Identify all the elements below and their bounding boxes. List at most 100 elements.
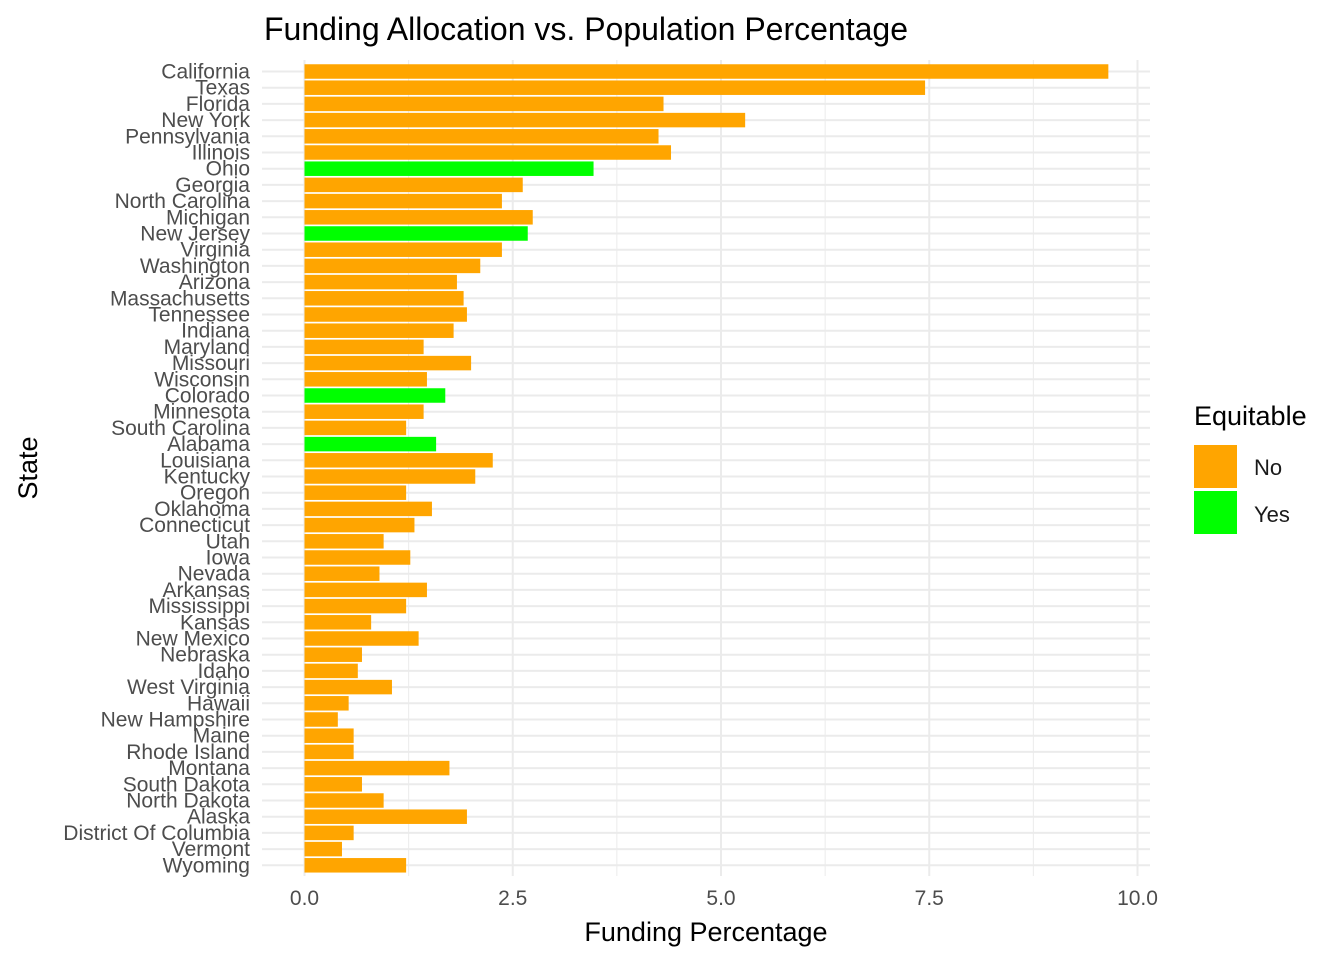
y-tick-label: Mississippi xyxy=(148,595,250,618)
bar xyxy=(304,161,594,176)
legend-label-no: No xyxy=(1254,455,1282,480)
y-tick-label: Rhode Island xyxy=(126,741,250,764)
y-tick-label: Missouri xyxy=(172,352,250,375)
x-tick-label: 10.0 xyxy=(1117,887,1158,910)
y-tick-label: Illinois xyxy=(192,142,250,165)
bar xyxy=(304,696,349,711)
bar xyxy=(304,550,411,565)
y-tick-label: Arkansas xyxy=(162,579,250,602)
bar xyxy=(304,631,419,646)
bar xyxy=(304,226,528,241)
y-tick-label: Montana xyxy=(168,757,250,780)
legend-swatch-yes xyxy=(1194,491,1237,534)
bar xyxy=(304,501,432,517)
bar xyxy=(304,858,407,873)
bar xyxy=(304,453,493,468)
bar xyxy=(304,485,407,500)
y-tick-label: Michigan xyxy=(166,206,250,229)
y-tick-label: Nevada xyxy=(178,563,251,586)
y-tick-label: Pennsylvania xyxy=(125,125,250,148)
bar xyxy=(304,210,533,225)
bar xyxy=(304,825,354,841)
y-axis-title: State xyxy=(13,436,43,499)
bar xyxy=(304,64,1109,79)
bar xyxy=(304,96,664,112)
bar xyxy=(304,307,467,322)
y-tick-label: Alaska xyxy=(187,806,250,829)
y-tick-label: Oklahoma xyxy=(154,498,250,521)
legend: Equitable No Yes xyxy=(1194,401,1307,534)
x-axis-title: Funding Percentage xyxy=(584,917,827,947)
bar xyxy=(304,355,472,371)
bar xyxy=(304,129,659,144)
y-tick-label: Minnesota xyxy=(153,401,250,424)
y-tick-label: New Jersey xyxy=(140,223,250,246)
bar xyxy=(304,291,464,306)
y-tick-label: Arizona xyxy=(179,271,251,294)
bar xyxy=(304,777,362,792)
x-tick-label: 0.0 xyxy=(290,887,319,910)
bar xyxy=(304,744,354,760)
y-tick-label: Utah xyxy=(206,530,250,553)
y-tick-label: District Of Columbia xyxy=(63,822,250,845)
bar xyxy=(304,841,342,857)
bar xyxy=(304,112,746,128)
bar xyxy=(304,809,467,824)
bar xyxy=(304,436,437,452)
y-tick-label: Wyoming xyxy=(163,854,250,877)
bar xyxy=(304,517,415,533)
bar xyxy=(304,404,424,419)
y-tick-label: Louisiana xyxy=(160,449,250,472)
bar xyxy=(304,760,450,776)
y-tick-label: Washington xyxy=(140,255,250,278)
bar xyxy=(304,712,338,727)
legend-title: Equitable xyxy=(1194,401,1307,431)
y-tick-label: South Carolina xyxy=(111,417,250,440)
bar xyxy=(304,469,476,484)
bar xyxy=(304,339,424,355)
bar xyxy=(304,258,481,274)
bar xyxy=(304,193,502,209)
bar xyxy=(304,728,354,743)
bar xyxy=(304,145,672,160)
x-tick-labels: 0.0 2.5 5.0 7.5 10.0 xyxy=(290,887,1158,910)
y-tick-label: Wisconsin xyxy=(154,368,250,391)
bars xyxy=(304,64,1109,873)
y-tick-label: Maine xyxy=(193,725,250,748)
y-tick-label: Hawaii xyxy=(187,692,250,715)
legend-label-yes: Yes xyxy=(1254,502,1290,527)
chart-title: Funding Allocation vs. Population Percen… xyxy=(264,11,908,47)
bar xyxy=(304,647,362,662)
bar xyxy=(304,598,407,614)
y-tick-label: Connecticut xyxy=(139,514,250,537)
bar xyxy=(304,242,502,257)
y-tick-label: Maryland xyxy=(164,336,250,359)
x-tick-label: 7.5 xyxy=(915,887,944,910)
y-tick-label: Idaho xyxy=(197,660,250,683)
y-tick-label: Indiana xyxy=(181,320,250,343)
bar xyxy=(304,177,523,193)
bar xyxy=(304,566,380,581)
y-tick-label: Colorado xyxy=(165,385,250,408)
y-tick-label: New York xyxy=(161,109,250,132)
x-tick-label: 5.0 xyxy=(706,887,735,910)
bar xyxy=(304,420,407,436)
legend-swatch-no xyxy=(1194,445,1237,488)
bar xyxy=(304,793,384,808)
x-tick-label: 2.5 xyxy=(498,887,527,910)
y-tick-label: Virginia xyxy=(180,239,250,262)
bar xyxy=(304,274,457,290)
y-tick-label: Alabama xyxy=(167,433,250,456)
y-tick-label: Ohio xyxy=(206,158,250,181)
y-tick-label: Kansas xyxy=(180,611,250,634)
bar xyxy=(304,615,372,630)
bar xyxy=(304,372,427,387)
y-tick-label: Vermont xyxy=(172,838,250,861)
y-tick-label: Nebraska xyxy=(160,644,250,667)
bar xyxy=(304,582,427,598)
y-tick-label: Oregon xyxy=(180,482,250,505)
y-tick-label: West Virginia xyxy=(127,676,250,699)
